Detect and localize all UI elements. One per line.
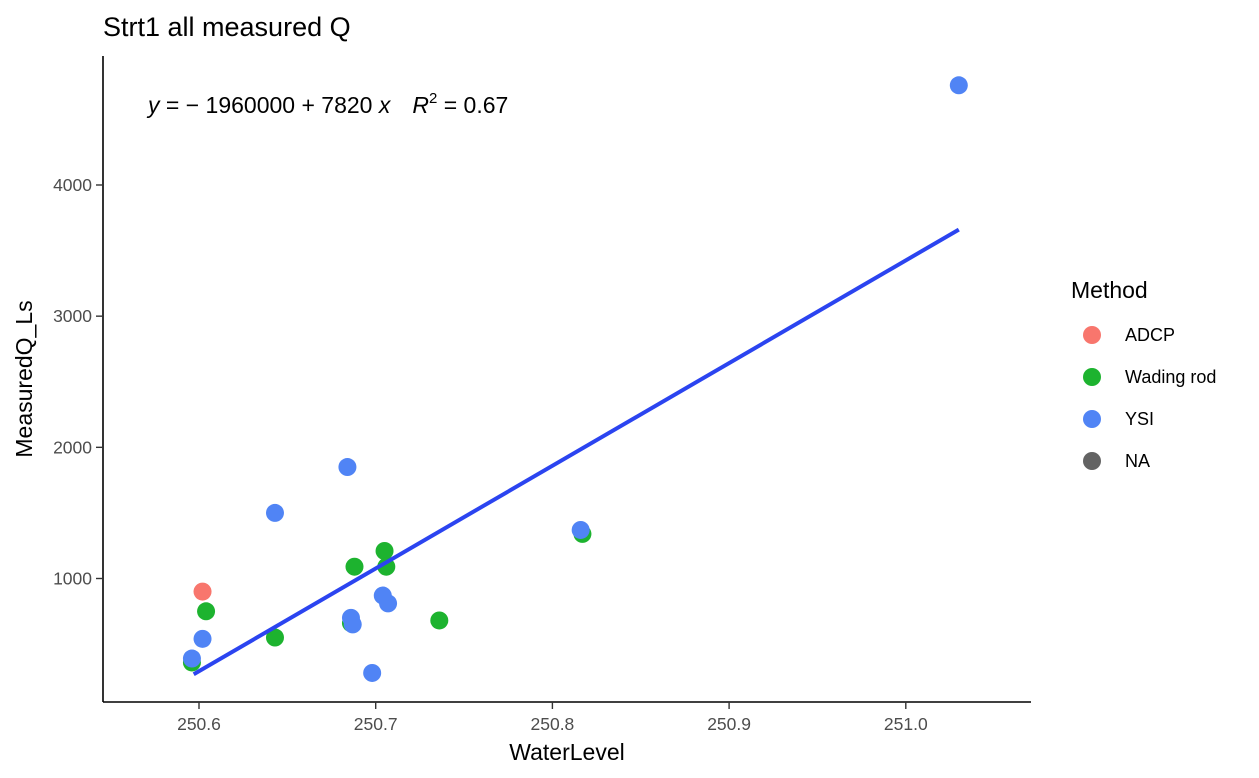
point-wading-rod <box>345 557 364 576</box>
legend-key-wading-rod <box>1083 368 1101 386</box>
legend-label: NA <box>1125 451 1150 471</box>
point-wading-rod <box>375 541 394 560</box>
point-wading-rod <box>197 602 216 621</box>
chart-title: Strt1 all measured Q <box>103 12 351 42</box>
equation-x: x <box>378 92 392 118</box>
point-ysi <box>193 629 212 648</box>
x-tick-label: 250.8 <box>531 714 575 734</box>
equation-r: R <box>412 92 429 118</box>
equation-r-value: = 0.67 <box>437 92 508 118</box>
x-tick-label: 251.0 <box>884 714 928 734</box>
legend-key-ysi <box>1083 410 1101 428</box>
y-tick-label: 3000 <box>53 306 92 326</box>
x-tick-label: 250.6 <box>177 714 221 734</box>
y-tick-label: 2000 <box>53 437 92 457</box>
point-ysi <box>949 76 968 95</box>
point-ysi <box>379 594 398 613</box>
y-tick-label: 1000 <box>53 569 92 589</box>
point-ysi <box>571 520 590 539</box>
point-ysi <box>338 458 357 477</box>
plot-area <box>182 76 968 682</box>
equation-body: = − 1960000 + 7820 <box>160 92 379 118</box>
y-ticks: 1000 2000 3000 4000 <box>53 175 103 589</box>
legend-key-adcp <box>1083 326 1101 344</box>
legend: Method ADCP Wading rod YSI NA <box>1071 277 1216 471</box>
x-tick-label: 250.7 <box>354 714 398 734</box>
legend-label: Wading rod <box>1125 367 1216 387</box>
point-wading-rod <box>265 628 284 647</box>
x-tick-label: 250.9 <box>707 714 751 734</box>
point-ysi <box>182 649 201 668</box>
point-ysi <box>363 663 382 682</box>
x-axis-title: WaterLevel <box>509 739 624 765</box>
y-tick-label: 4000 <box>53 175 92 195</box>
point-wading-rod <box>430 611 449 630</box>
legend-label: ADCP <box>1125 325 1175 345</box>
legend-label: YSI <box>1125 409 1154 429</box>
equation-y: y <box>146 92 161 118</box>
equation-r-sup: 2 <box>429 90 437 107</box>
x-ticks: 250.6 250.7 250.8 250.9 251.0 <box>177 702 928 734</box>
legend-key-na <box>1083 452 1101 470</box>
legend-title: Method <box>1071 277 1148 303</box>
fit-line <box>192 227 960 676</box>
point-ysi <box>265 503 284 522</box>
point-ysi <box>343 615 362 634</box>
point-adcp <box>193 582 212 601</box>
point-wading-rod <box>377 557 396 576</box>
regression-equation: y = − 1960000 + 7820 x R2 = 0.67 <box>146 90 508 118</box>
y-axis-title: MeasuredQ_Ls <box>11 300 37 457</box>
